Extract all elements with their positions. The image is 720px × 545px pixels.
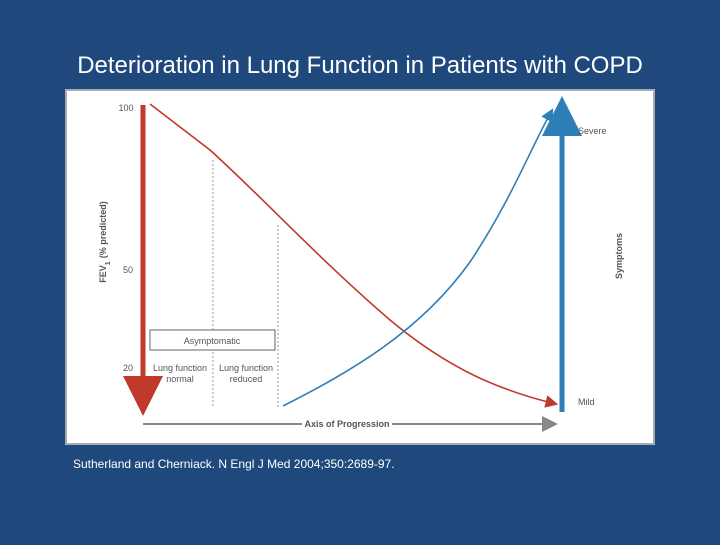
y-tick-label: 50 bbox=[123, 265, 133, 275]
y-tick-label: 100 bbox=[118, 103, 133, 113]
asymptomatic-label: Asymptomatic bbox=[184, 336, 241, 346]
x-axis-label: Axis of Progression bbox=[304, 419, 389, 429]
fev1-curve bbox=[149, 103, 559, 408]
figure-panel bbox=[65, 89, 655, 445]
y-axis-label: FEV1 (% predicted) bbox=[98, 201, 112, 282]
y-axis-label-rest: (% predicted) bbox=[98, 201, 108, 258]
symptom-curve bbox=[282, 108, 554, 407]
phase-label: Lung function bbox=[153, 363, 207, 373]
severe-label: Severe bbox=[578, 126, 607, 136]
y-axis-label-main: FEV bbox=[98, 265, 108, 283]
asymptomatic-box bbox=[149, 329, 276, 351]
phase-label: normal bbox=[166, 374, 194, 384]
mild-label: Mild bbox=[578, 397, 595, 407]
label-background bbox=[302, 417, 392, 431]
citation: Sutherland and Cherniack. N Engl J Med 2… bbox=[73, 457, 395, 471]
symptoms-label: Symptoms bbox=[614, 233, 624, 279]
phase-label: Lung function bbox=[219, 363, 273, 373]
phase-label: reduced bbox=[230, 374, 263, 384]
y-tick-label: 20 bbox=[123, 363, 133, 373]
slide-title: Deterioration in Lung Function in Patien… bbox=[77, 52, 643, 79]
y-axis-label-sub: 1 bbox=[105, 261, 112, 265]
